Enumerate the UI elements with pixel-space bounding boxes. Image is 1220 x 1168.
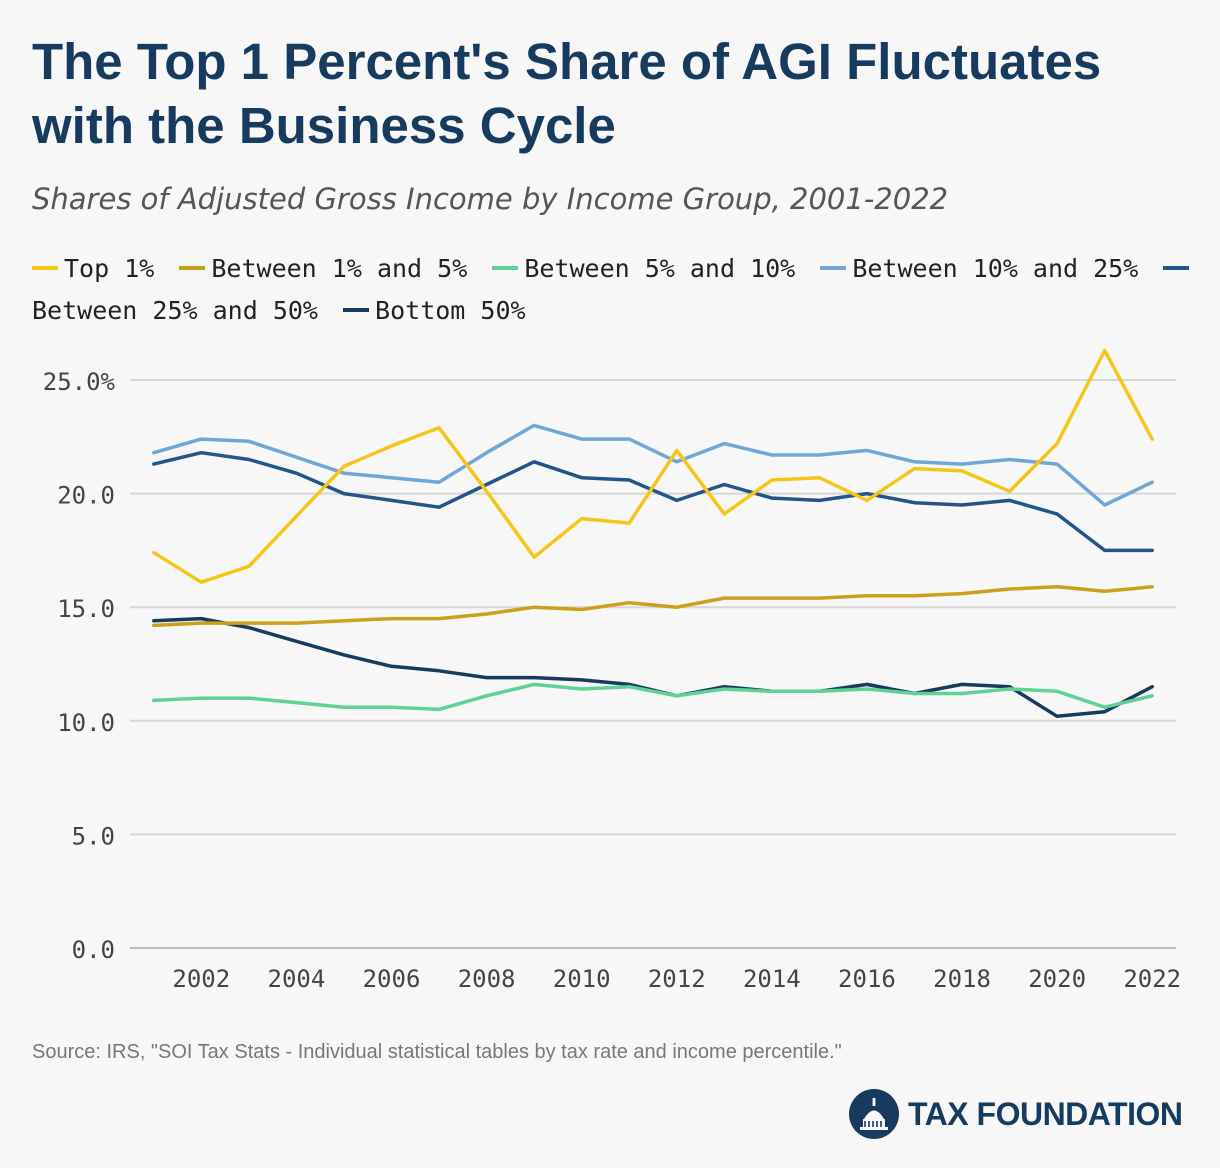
x-tick-label: 2018 bbox=[933, 965, 991, 993]
legend-label: Between 5% and 10% bbox=[524, 254, 796, 283]
series-line-top-1 bbox=[152, 348, 1154, 584]
x-tick-label: 2016 bbox=[838, 965, 896, 993]
series-line-between-10-and-25 bbox=[152, 423, 1154, 507]
legend-swatch bbox=[492, 266, 519, 270]
x-tick-label: 2010 bbox=[553, 965, 611, 993]
axis-labels: 0.0 5.0 10.0 15.0 20.0 25.0% 2002 2004 2006 2008 2… bbox=[43, 368, 1181, 993]
x-tick-label: 2012 bbox=[648, 965, 706, 993]
y-tick-label: 25.0% bbox=[43, 368, 116, 396]
x-tick-label: 2022 bbox=[1123, 965, 1181, 993]
legend-item: Top 1% bbox=[32, 254, 154, 283]
legend-item: Between 5% and 10% bbox=[492, 254, 795, 283]
brand-name: TAX FOUNDATION bbox=[908, 1095, 1183, 1132]
series-line-between-1-and-5 bbox=[152, 585, 1154, 628]
legend-label: Bottom 50% bbox=[375, 296, 526, 325]
y-tick-label: 15.0 bbox=[57, 595, 115, 623]
legend-swatch bbox=[1163, 266, 1190, 270]
series-line-between-5-and-10 bbox=[152, 682, 1154, 712]
line-chart: 0.0 5.0 10.0 15.0 20.0 25.0% 2002 2004 2006 2008 2… bbox=[43, 348, 1181, 993]
chart-legend: Top 1% Between 1% and 5% Between 5% and … bbox=[32, 248, 1197, 332]
legend-swatch bbox=[179, 266, 206, 270]
legend-item: Bottom 50% bbox=[343, 296, 526, 325]
x-tick-label: 2004 bbox=[268, 965, 326, 993]
legend-swatch bbox=[32, 266, 58, 270]
series-lines bbox=[152, 348, 1154, 719]
legend-item: Between 1% and 5% bbox=[179, 254, 467, 283]
y-tick-label: 10.0 bbox=[57, 709, 115, 737]
chart-title: The Top 1 Percent's Share of AGI Fluctua… bbox=[32, 33, 1102, 154]
capitol-dome-icon bbox=[849, 1089, 899, 1139]
legend-label: Between 1% and 5% bbox=[211, 254, 468, 283]
source-note: Source: IRS, "SOI Tax Stats - Individual… bbox=[32, 1041, 842, 1063]
legend-label: Between 25% and 50% bbox=[32, 296, 318, 325]
y-tick-label: 5.0 bbox=[72, 822, 115, 850]
series-line-between-25-and-50 bbox=[152, 450, 1154, 553]
legend-swatch bbox=[820, 266, 847, 270]
grid-lines bbox=[130, 379, 1176, 949]
legend-item: Between 25% and 50% bbox=[32, 254, 1195, 325]
x-tick-label: 2006 bbox=[363, 965, 421, 993]
legend-label: Between 10% and 25% bbox=[852, 254, 1139, 283]
legend-item: Between 10% and 25% bbox=[820, 254, 1138, 283]
x-tick-label: 2020 bbox=[1028, 965, 1086, 993]
y-tick-label: 0.0 bbox=[72, 936, 115, 964]
tax-foundation-logo: TAX FOUNDATION bbox=[848, 1088, 1183, 1140]
x-tick-label: 2014 bbox=[743, 965, 801, 993]
legend-swatch bbox=[343, 308, 370, 312]
x-tick-label: 2008 bbox=[458, 965, 516, 993]
chart-subtitle: Shares of Adjusted Gross Income by Incom… bbox=[32, 182, 949, 216]
legend-label: Top 1% bbox=[64, 254, 155, 283]
x-tick-label: 2002 bbox=[172, 965, 230, 993]
y-tick-label: 20.0 bbox=[57, 482, 115, 510]
